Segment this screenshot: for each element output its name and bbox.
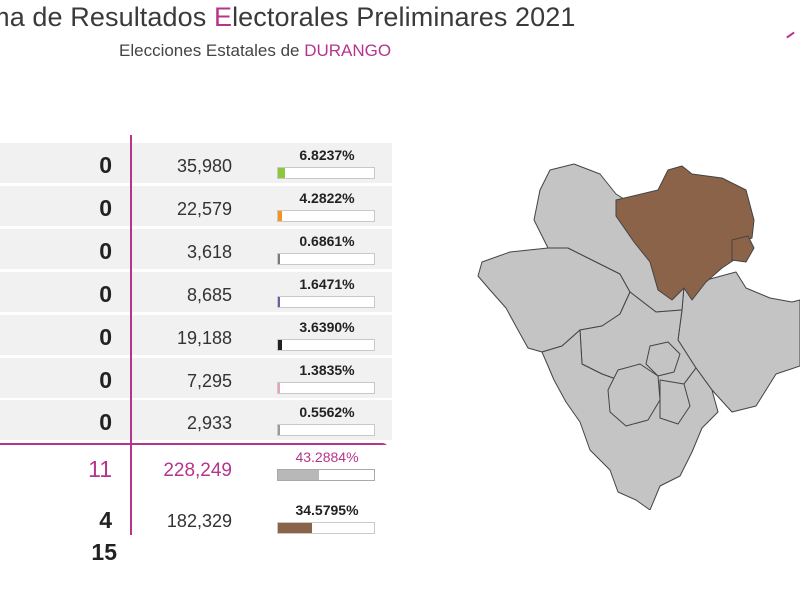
percentage-bar-fill — [278, 340, 282, 350]
result-row: 0 2,933 0.5562% — [0, 400, 392, 440]
map-region-south-central[interactable] — [659, 379, 691, 425]
seats-count: 0 — [99, 195, 112, 221]
seats-count: 4 — [99, 507, 112, 533]
state-name: DURANGO — [304, 41, 392, 60]
map-region-highlight-northeast[interactable] — [731, 235, 755, 263]
vote-percentage: 3.6390% — [299, 319, 355, 335]
votes-count: 3,618 — [186, 242, 232, 262]
row-left-cell — [0, 272, 130, 312]
vote-percentage: 43.2884% — [295, 449, 359, 465]
result-row: 0 3,618 0.6861% — [0, 229, 392, 269]
percentage-bar — [277, 339, 375, 351]
page-title: ama de Resultados Electorales Preliminar… — [0, 2, 576, 32]
row-left-cell — [0, 358, 130, 398]
seats-count: 11 — [88, 456, 112, 482]
votes-count: 19,188 — [176, 328, 232, 348]
percentage-bar-fill — [278, 383, 280, 393]
seats-count: 0 — [99, 324, 112, 350]
page-subtitle: Elecciones Estatales de DURANGO — [119, 41, 392, 60]
percentage-bar-fill — [278, 470, 320, 480]
votes-count: 182,329 — [166, 511, 232, 531]
percentage-bar-fill — [278, 425, 280, 435]
vote-percentage: 6.8237% — [299, 147, 355, 163]
votes-count: 228,249 — [163, 460, 232, 481]
vote-percentage: 0.6861% — [299, 233, 355, 249]
map-region-central-east[interactable] — [645, 341, 681, 377]
map-region-capital[interactable] — [607, 363, 661, 427]
vote-percentage: 34.5795% — [295, 502, 359, 518]
seats-count: 0 — [99, 152, 112, 178]
percentage-bar-fill — [278, 297, 280, 307]
row-left-cell — [0, 400, 130, 440]
percentage-bar-fill — [278, 523, 312, 533]
votes-count: 22,579 — [176, 199, 232, 219]
result-row: 0 7,295 1.3835% — [0, 358, 392, 398]
percentage-bar — [277, 167, 375, 179]
percentage-bar-fill — [278, 168, 285, 178]
result-row: 0 8,685 1.6471% — [0, 272, 392, 312]
votes-count: 35,980 — [176, 156, 232, 176]
result-row: 11 228,249 43.2884% — [0, 445, 392, 489]
total-seats: 15 — [91, 539, 117, 565]
row-left-cell — [0, 229, 130, 269]
row-left-cell — [0, 143, 130, 183]
durango-map — [477, 163, 800, 510]
vote-percentage: 0.5562% — [299, 404, 355, 420]
column-divider — [130, 135, 132, 535]
row-left-cell — [0, 445, 130, 489]
vote-percentage: 4.2822% — [299, 190, 355, 206]
percentage-bar — [277, 382, 375, 394]
result-row: 0 19,188 3.6390% — [0, 315, 392, 355]
votes-count: 8,685 — [186, 285, 232, 305]
seats-count: 0 — [99, 409, 112, 435]
brand-mark-icon — [786, 34, 800, 40]
percentage-bar — [277, 469, 375, 481]
row-left-cell — [0, 186, 130, 226]
percentage-bar — [277, 296, 375, 308]
percentage-bar — [277, 210, 375, 222]
percentage-bar — [277, 424, 375, 436]
vote-percentage: 1.3835% — [299, 362, 355, 378]
seats-count: 0 — [99, 238, 112, 264]
percentage-bar — [277, 253, 375, 265]
result-row: 0 35,980 6.8237% — [0, 143, 392, 183]
percentage-bar-fill — [278, 254, 280, 264]
row-left-cell — [0, 315, 130, 355]
percentage-bar — [277, 522, 375, 534]
result-row: 0 22,579 4.2822% — [0, 186, 392, 226]
seats-count: 0 — [99, 281, 112, 307]
vote-percentage: 1.6471% — [299, 276, 355, 292]
result-row: 4 182,329 34.5795% — [0, 498, 392, 538]
votes-count: 7,295 — [186, 371, 232, 391]
seats-count: 0 — [99, 367, 112, 393]
percentage-bar-fill — [278, 211, 282, 221]
row-right-cell — [132, 445, 392, 489]
votes-count: 2,933 — [186, 413, 232, 433]
